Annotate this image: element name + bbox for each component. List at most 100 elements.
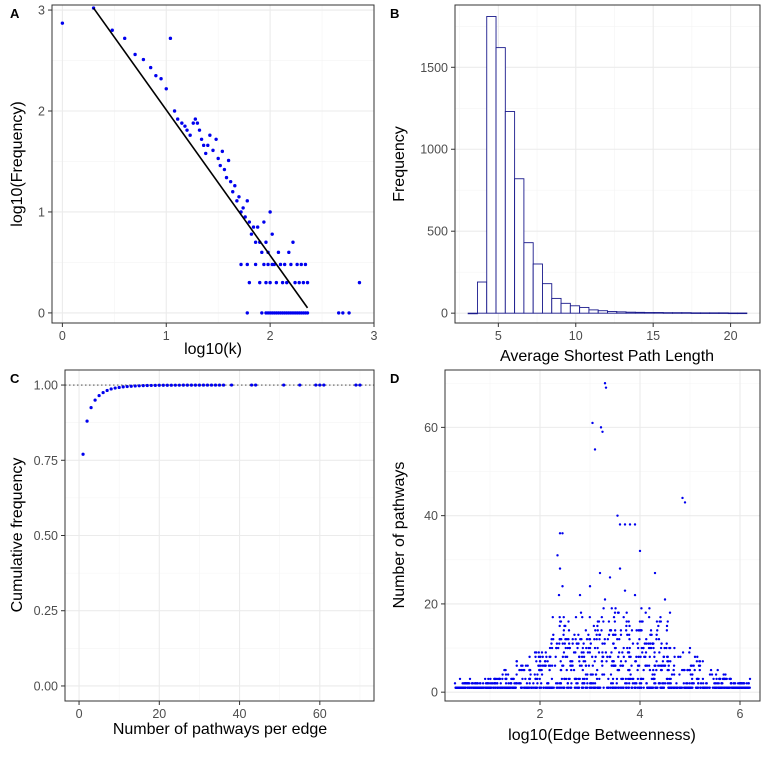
data-point — [649, 629, 653, 632]
histogram-bar — [699, 312, 711, 314]
data-point — [618, 567, 622, 570]
data-point — [121, 385, 125, 389]
data-point — [491, 682, 494, 685]
data-point — [193, 383, 198, 387]
data-point — [576, 646, 579, 650]
data-point — [197, 128, 202, 132]
panel-b-ticks: 5 10 15 20 0 500 1000 1500 — [420, 61, 737, 343]
data-point — [593, 448, 597, 451]
panel-b-tag: B — [390, 6, 399, 21]
data-point — [679, 686, 683, 689]
y-tick-label: 1500 — [420, 61, 448, 75]
data-point — [672, 673, 676, 676]
data-point — [672, 668, 675, 672]
data-point — [578, 593, 582, 597]
data-point — [185, 383, 189, 387]
data-point — [534, 655, 537, 659]
data-point — [262, 262, 266, 267]
data-point — [141, 57, 146, 62]
panel-d-xlabel: log10(Edge Betweenness) — [508, 727, 696, 744]
data-point — [270, 262, 274, 267]
data-point — [619, 664, 622, 667]
data-point — [610, 664, 613, 667]
data-point — [657, 638, 661, 641]
data-point — [578, 664, 582, 667]
data-point — [110, 28, 114, 32]
data-point — [544, 686, 548, 689]
data-point — [133, 52, 137, 57]
data-point — [220, 149, 225, 154]
data-point — [524, 677, 527, 681]
histogram-bar — [662, 312, 673, 314]
data-point — [691, 682, 694, 685]
data-point — [575, 677, 578, 681]
data-point — [633, 593, 637, 597]
data-point — [293, 280, 297, 285]
data-point — [697, 664, 701, 667]
data-point — [581, 682, 584, 685]
x-tick-label: 4 — [637, 707, 644, 721]
data-point — [226, 158, 231, 163]
data-point — [559, 660, 562, 663]
data-point — [689, 673, 692, 676]
data-point — [476, 686, 479, 689]
data-point — [515, 682, 518, 685]
data-point — [666, 620, 669, 623]
histogram-bar — [672, 312, 683, 314]
data-point — [713, 682, 716, 685]
data-point — [493, 677, 496, 681]
data-point — [181, 383, 185, 387]
data-point — [639, 655, 642, 659]
data-point — [484, 686, 488, 689]
data-point — [161, 383, 165, 387]
x-tick-label: 10 — [569, 329, 583, 343]
data-point — [653, 682, 656, 685]
data-point — [692, 664, 695, 667]
data-point — [593, 660, 596, 663]
data-point — [658, 651, 661, 654]
data-point — [615, 677, 619, 681]
data-point — [587, 664, 591, 667]
histogram-bar — [467, 312, 478, 315]
data-point — [686, 668, 690, 672]
data-point — [609, 686, 612, 689]
data-point — [631, 682, 635, 685]
data-point — [672, 664, 676, 667]
data-point — [716, 668, 719, 672]
panel-b-ylabel: Frequency — [391, 126, 408, 202]
data-point — [679, 655, 682, 659]
data-point — [564, 638, 567, 641]
data-point — [525, 682, 529, 685]
data-point — [584, 629, 588, 632]
data-point — [125, 384, 129, 389]
data-point — [280, 280, 285, 285]
data-point — [610, 651, 613, 654]
data-point — [548, 668, 551, 672]
data-point — [536, 677, 539, 681]
data-point — [562, 664, 565, 667]
data-point — [544, 660, 547, 663]
data-point — [634, 686, 637, 689]
data-point — [611, 682, 615, 685]
data-point — [604, 651, 608, 654]
data-point — [712, 677, 715, 681]
data-point — [562, 615, 565, 619]
data-point — [719, 686, 723, 689]
data-point — [537, 664, 541, 667]
data-point — [508, 686, 512, 689]
panel-a-ticks: 0 1 2 3 0 1 2 3 — [38, 4, 377, 343]
data-point — [688, 651, 691, 654]
data-point — [199, 137, 204, 141]
data-point — [567, 620, 570, 623]
histogram-bar — [597, 310, 608, 314]
data-point — [603, 598, 607, 601]
x-tick-label: 2 — [267, 329, 274, 343]
data-point — [550, 646, 554, 650]
data-point — [567, 677, 570, 681]
data-point — [535, 686, 539, 689]
data-point — [567, 629, 571, 632]
data-point — [574, 638, 577, 641]
data-point — [231, 190, 235, 194]
data-point — [153, 383, 157, 387]
data-point — [101, 390, 105, 395]
